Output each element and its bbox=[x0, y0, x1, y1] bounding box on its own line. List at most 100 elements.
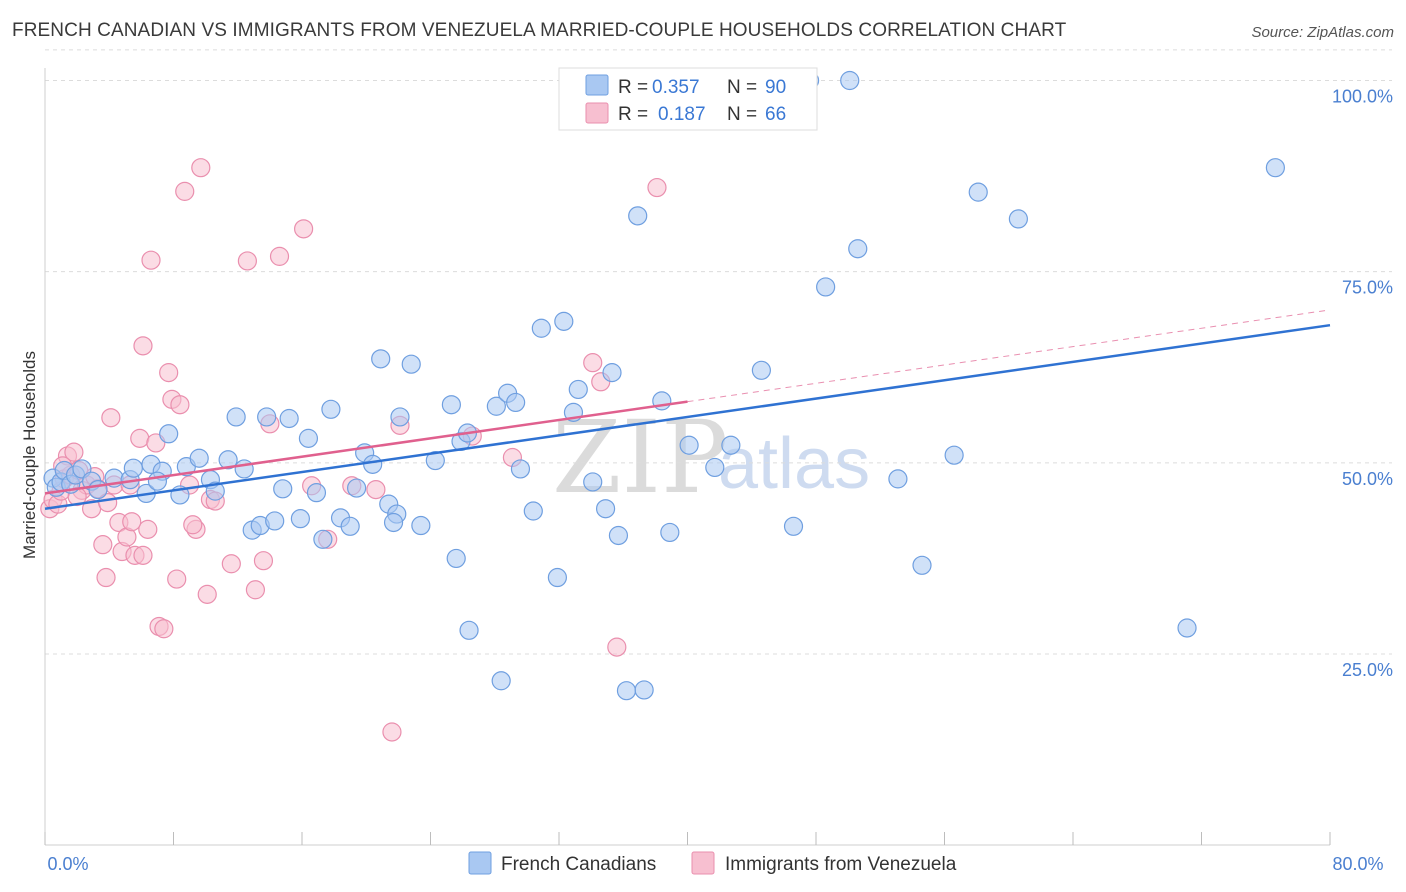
french-canadian-point bbox=[783, 516, 804, 536]
french-canadian-point bbox=[123, 458, 143, 478]
venezuela-point bbox=[197, 584, 217, 604]
legend-n-value-2: 66 bbox=[765, 104, 786, 125]
french-canadian-point bbox=[273, 479, 293, 499]
venezuela-point bbox=[159, 363, 179, 383]
venezuela-point bbox=[237, 251, 257, 271]
venezuela-point bbox=[221, 554, 241, 574]
watermark: ZIP atlas bbox=[552, 399, 870, 516]
legend-r-value-1: 0.357 bbox=[652, 77, 700, 98]
source-credit: Source: ZipAtlas.com bbox=[1251, 24, 1394, 41]
french-canadian-point bbox=[912, 555, 932, 575]
y-tick-label: 50.0% bbox=[1342, 469, 1393, 489]
series-french-canadians-points bbox=[43, 70, 1285, 701]
french-canadian-point bbox=[1008, 209, 1028, 229]
french-canadian-point bbox=[547, 567, 567, 588]
venezuela-point bbox=[647, 177, 667, 198]
french-canadian-point bbox=[506, 392, 526, 413]
venezuela-point bbox=[167, 569, 187, 589]
venezuela-point bbox=[93, 535, 113, 555]
french-canadian-point bbox=[390, 407, 410, 427]
venezuela-trend-extension bbox=[687, 309, 1331, 403]
french-canadian-point bbox=[523, 501, 543, 521]
venezuela-point bbox=[133, 336, 153, 356]
french-canadian-point bbox=[401, 354, 421, 374]
french-canadian-point bbox=[257, 407, 277, 427]
venezuela-point bbox=[294, 219, 314, 239]
french-canadian-point bbox=[616, 681, 637, 701]
venezuela-point bbox=[122, 512, 142, 532]
french-canadian-point bbox=[595, 499, 616, 519]
french-canadian-point bbox=[347, 478, 367, 498]
venezuela-point bbox=[382, 722, 402, 742]
french-canadian-point bbox=[371, 349, 391, 369]
french-canadian-point bbox=[411, 515, 431, 536]
french-canadian-point bbox=[634, 680, 654, 700]
french-canadian-point bbox=[1177, 618, 1197, 638]
trend-lines bbox=[44, 309, 1331, 510]
watermark-zip: ZIP bbox=[552, 399, 728, 516]
french-canadian-point bbox=[583, 472, 603, 492]
venezuela-point bbox=[245, 580, 266, 600]
french-canadian-point bbox=[628, 206, 648, 226]
legend-swatch-blue bbox=[585, 74, 609, 96]
french-canadian-point bbox=[751, 360, 771, 380]
y-axis-label: Married-couple Households bbox=[20, 351, 39, 559]
venezuela-point bbox=[170, 395, 190, 415]
french-canadian-point bbox=[1265, 158, 1285, 178]
bottom-legend-swatch-pink bbox=[691, 851, 715, 875]
french-canadian-point bbox=[383, 512, 404, 533]
french-canadian-point bbox=[189, 448, 209, 468]
legend-r-label-2: R = bbox=[618, 104, 648, 125]
venezuela-point bbox=[191, 158, 211, 178]
french-canadian-point bbox=[491, 671, 511, 691]
grid-lines bbox=[45, 49, 1392, 655]
french-canadian-point bbox=[226, 407, 246, 427]
venezuela-point bbox=[366, 479, 386, 500]
french-canadian-point bbox=[510, 459, 531, 479]
french-canadian-point bbox=[568, 379, 588, 400]
x-tick-label-min: 0.0% bbox=[47, 854, 88, 874]
french-canadian-point bbox=[205, 481, 225, 501]
french-canadian-point bbox=[888, 469, 908, 489]
french-canadian-point bbox=[321, 399, 341, 419]
french-canadian-point bbox=[313, 529, 333, 549]
french-canadian-point bbox=[602, 363, 622, 383]
venezuela-point bbox=[130, 428, 150, 448]
french-canadian-point bbox=[88, 479, 108, 500]
bottom-legend-label-venezuela: Immigrants from Venezuela bbox=[725, 854, 957, 875]
chart-title: FRENCH CANADIAN VS IMMIGRANTS FROM VENEZ… bbox=[12, 20, 1067, 41]
series-legend: French Canadians Immigrants from Venezue… bbox=[468, 851, 957, 875]
french-canadian-point bbox=[486, 396, 506, 416]
french-canadian-point bbox=[147, 471, 168, 491]
french-canadian-point bbox=[306, 483, 327, 503]
french-canadian-point bbox=[968, 182, 988, 202]
french-canadian-point bbox=[298, 428, 319, 448]
french-canadian-point bbox=[265, 511, 285, 531]
french-canadian-point bbox=[848, 239, 868, 259]
venezuela-point bbox=[269, 246, 290, 266]
venezuela-point bbox=[183, 515, 203, 535]
venezuela-point bbox=[154, 619, 174, 639]
french-canadian-point bbox=[363, 454, 383, 474]
bottom-legend-swatch-blue bbox=[468, 851, 492, 875]
french-canadian-point bbox=[340, 516, 360, 536]
legend-r-value-2: 0.187 bbox=[658, 104, 706, 125]
legend-r-label-1: R = bbox=[618, 77, 648, 98]
y-tick-label: 25.0% bbox=[1342, 660, 1393, 680]
french-canadian-point bbox=[531, 318, 551, 338]
french-canadian-point bbox=[660, 522, 680, 543]
venezuela-trend-line bbox=[44, 400, 688, 495]
venezuela-point bbox=[64, 442, 84, 462]
french-canadian-point bbox=[721, 435, 741, 455]
legend-swatch-pink bbox=[585, 102, 609, 124]
venezuela-point bbox=[96, 567, 116, 588]
french-canadian-point bbox=[218, 450, 238, 470]
venezuela-point bbox=[607, 637, 627, 657]
french-canadian-point bbox=[679, 435, 699, 455]
venezuela-point bbox=[583, 353, 603, 373]
french-canadians-trend-line bbox=[44, 323, 1331, 510]
bottom-legend-label-french-canadians: French Canadians bbox=[501, 854, 656, 875]
watermark-atlas: atlas bbox=[718, 424, 870, 504]
french-canadian-point bbox=[459, 620, 479, 640]
